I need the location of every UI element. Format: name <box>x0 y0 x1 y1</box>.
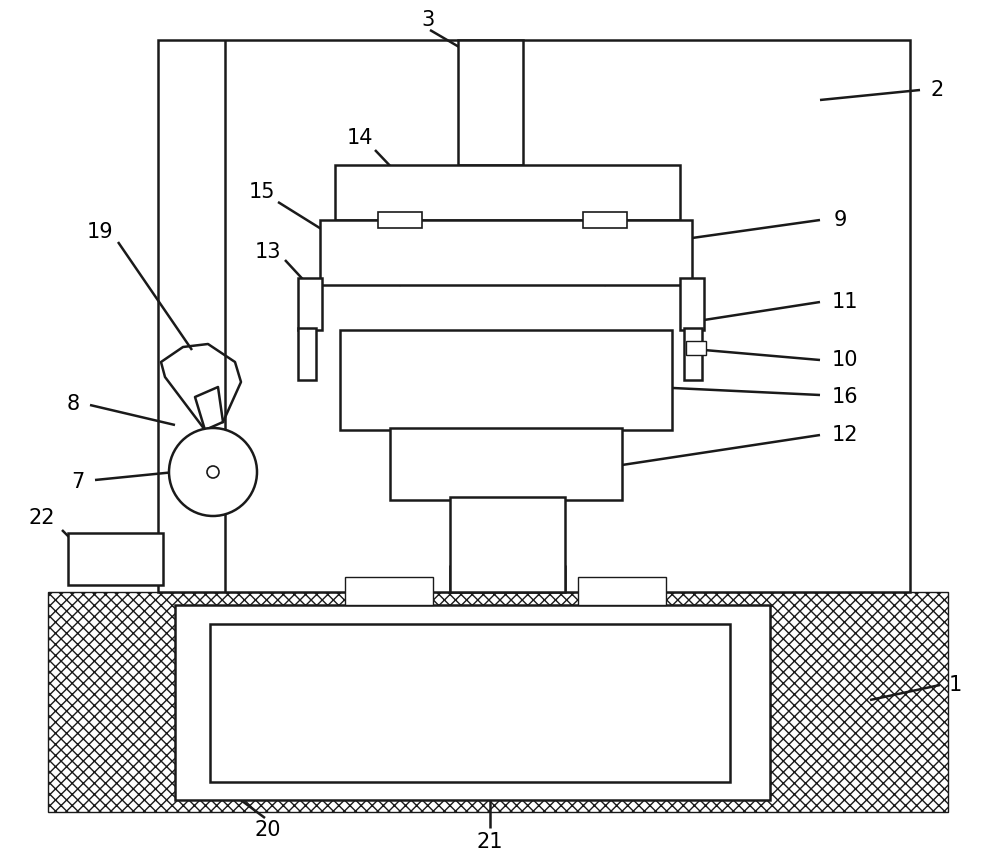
Bar <box>578 577 666 605</box>
Text: 12: 12 <box>832 425 858 445</box>
Text: 11: 11 <box>832 292 858 312</box>
Text: 16: 16 <box>832 387 858 407</box>
Bar <box>158 40 910 592</box>
Bar <box>175 605 770 800</box>
Text: 9: 9 <box>833 210 847 230</box>
Text: 15: 15 <box>249 182 275 202</box>
Text: 1: 1 <box>948 675 962 695</box>
Bar <box>48 592 948 812</box>
Bar <box>320 220 692 285</box>
Text: 22: 22 <box>29 508 55 528</box>
Text: 14: 14 <box>347 128 373 148</box>
Circle shape <box>169 428 257 516</box>
Bar <box>210 624 730 782</box>
Bar <box>686 341 706 355</box>
Bar <box>680 278 704 330</box>
Text: 7: 7 <box>71 472 85 492</box>
Text: 19: 19 <box>87 222 113 242</box>
Circle shape <box>207 466 219 478</box>
Bar <box>390 428 622 500</box>
Text: 21: 21 <box>477 832 503 852</box>
Bar <box>340 330 672 430</box>
Bar <box>298 328 316 380</box>
Text: 10: 10 <box>832 350 858 370</box>
Bar <box>345 577 433 605</box>
Text: 2: 2 <box>930 80 944 100</box>
Text: 8: 8 <box>66 394 80 414</box>
Text: 13: 13 <box>255 242 281 262</box>
Bar <box>684 328 702 380</box>
Bar <box>458 40 523 165</box>
Bar <box>68 533 163 585</box>
Bar <box>450 497 565 592</box>
Bar <box>335 165 680 220</box>
Text: 20: 20 <box>255 820 281 840</box>
Text: 3: 3 <box>421 10 435 30</box>
Bar <box>298 278 322 330</box>
Bar <box>583 212 627 228</box>
Bar <box>378 212 422 228</box>
